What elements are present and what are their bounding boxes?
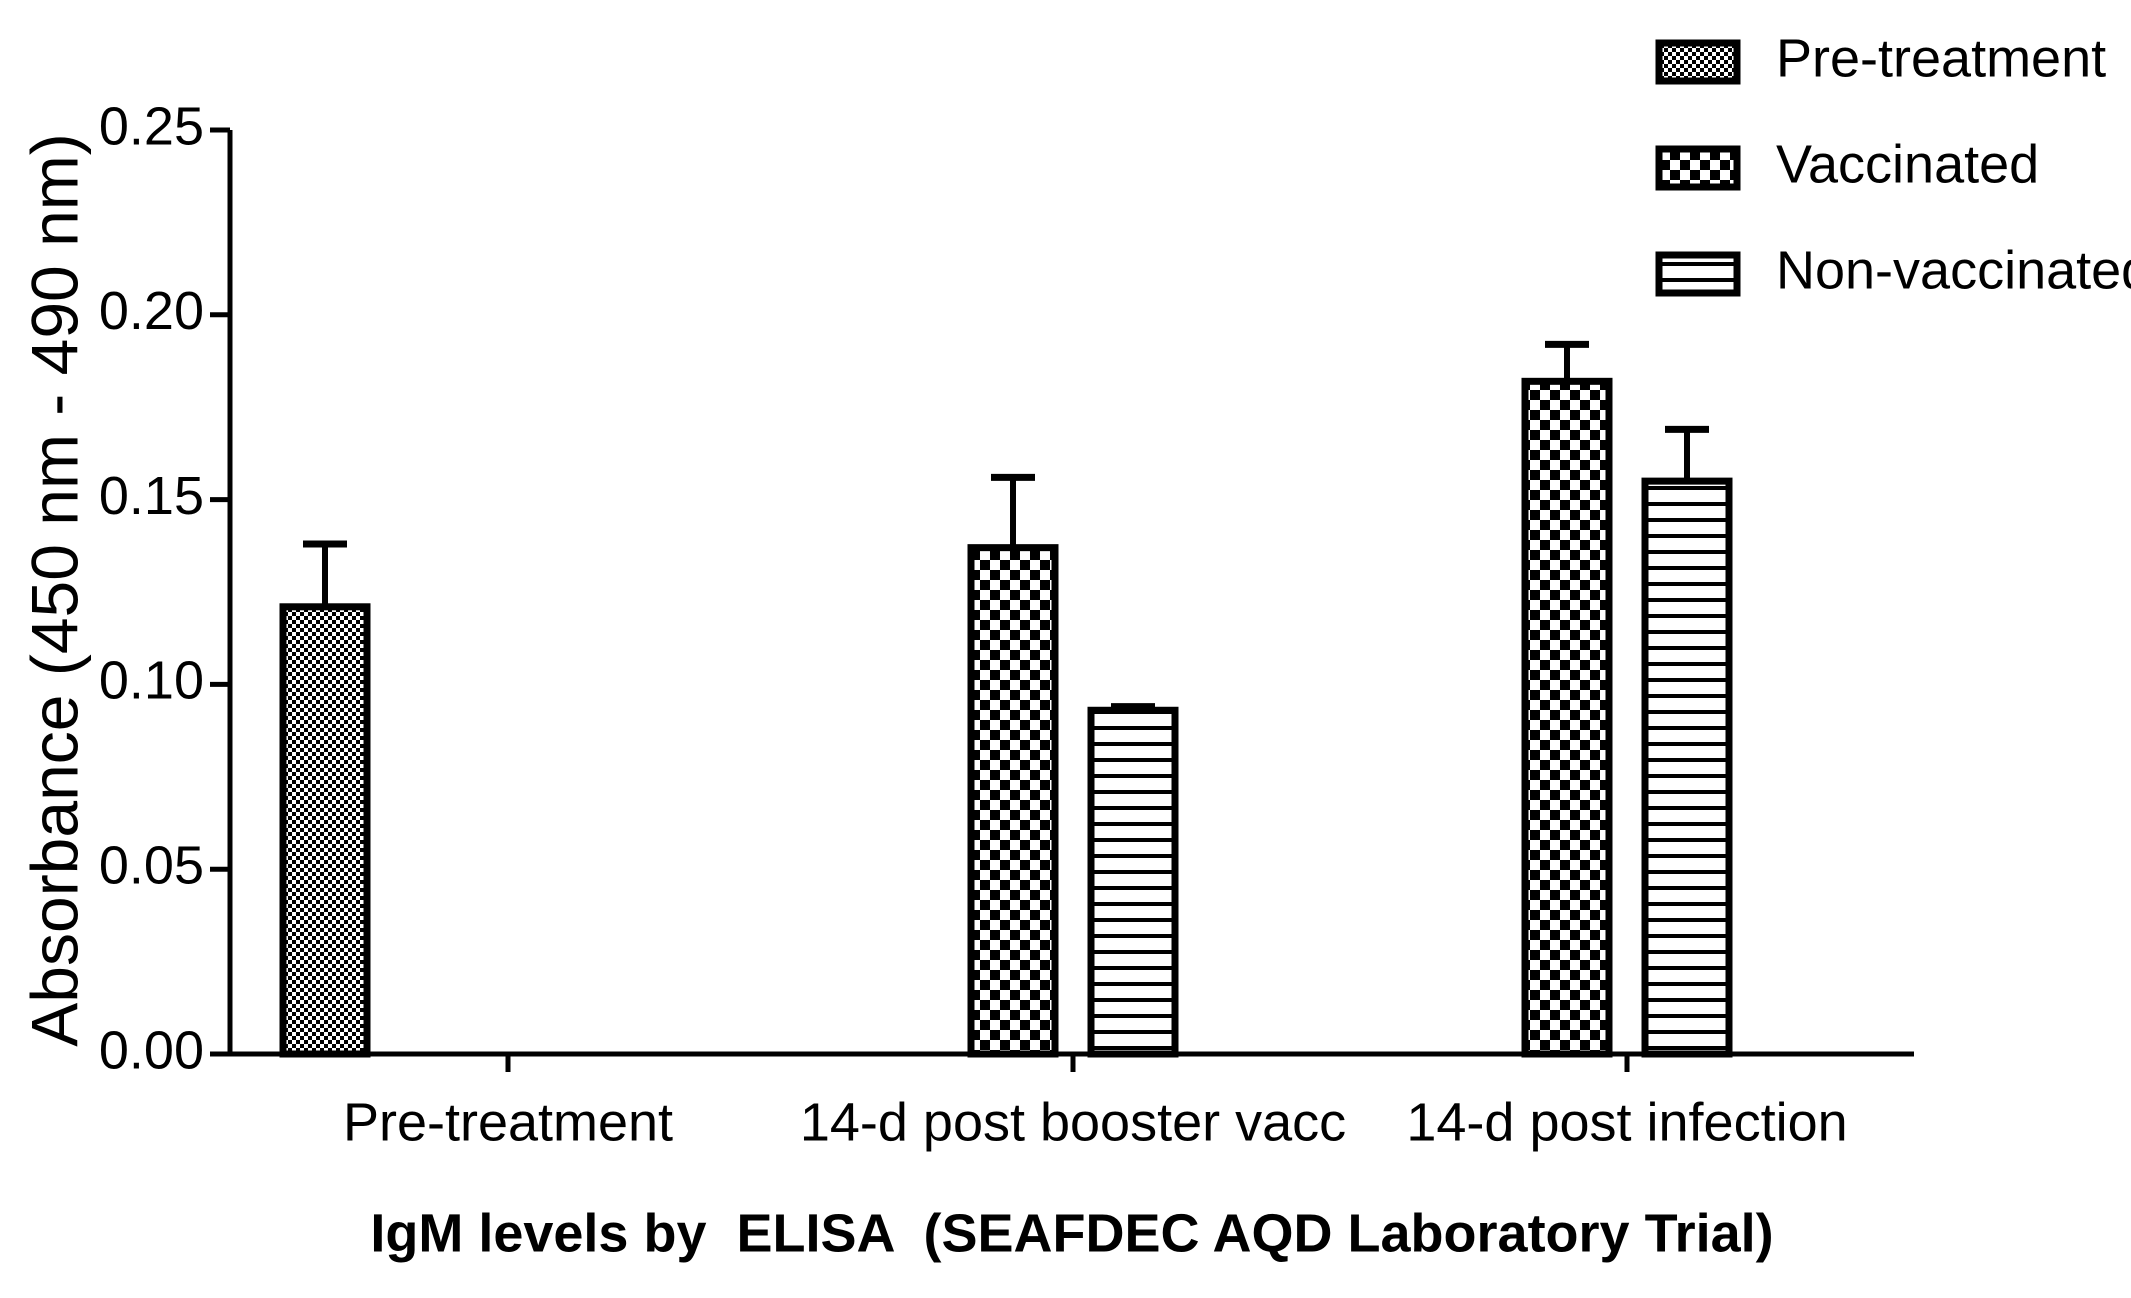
y-tick-label: 0.10 xyxy=(99,651,204,711)
x-tick-label: Pre-treatment xyxy=(343,1092,673,1152)
y-tick-label: 0.00 xyxy=(99,1020,204,1080)
bar xyxy=(279,603,371,1058)
legend-swatch xyxy=(1655,251,1741,297)
legend-label: Vaccinated xyxy=(1776,134,2039,194)
y-tick-label: 0.15 xyxy=(99,466,204,526)
legend-swatch xyxy=(1655,39,1741,85)
y-tick-label: 0.20 xyxy=(99,281,204,341)
bar xyxy=(1641,477,1733,1058)
legend-label: Pre-treatment xyxy=(1776,28,2106,88)
y-tick-label: 0.25 xyxy=(99,96,204,156)
x-axis-label: IgM levels by ELISA (SEAFDEC AQD Laborat… xyxy=(370,1203,1773,1263)
legend-swatch xyxy=(1655,145,1741,191)
legend-label: Non-vaccinated xyxy=(1776,240,2131,300)
bar xyxy=(1521,377,1613,1058)
bar xyxy=(967,544,1059,1058)
y-axis-label: Absorbance (450 nm - 490 nm) xyxy=(17,133,91,1046)
x-tick-label: 14-d post infection xyxy=(1406,1092,1847,1152)
bar xyxy=(1087,706,1179,1058)
y-tick-label: 0.05 xyxy=(99,835,204,895)
x-tick-label: 14-d post booster vacc xyxy=(800,1092,1346,1152)
